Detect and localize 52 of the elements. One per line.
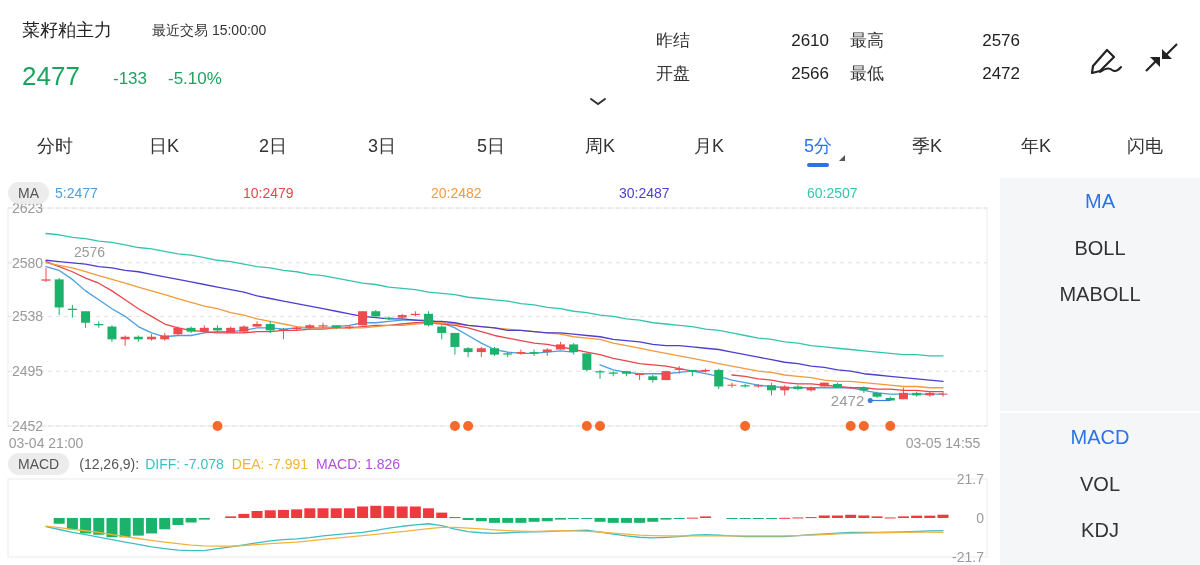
- tab-label: 年K: [1021, 136, 1051, 156]
- tick-label: 21.7: [956, 471, 984, 487]
- menu-label: MACD: [1070, 426, 1130, 448]
- annotation: 2472: [982, 63, 1020, 83]
- tab-label: 月K: [694, 136, 724, 156]
- tick-label: -21.7: [952, 549, 984, 565]
- tick-label: 0: [976, 510, 984, 526]
- legend-label: 60:2507: [807, 185, 858, 201]
- legend-title: MA: [18, 185, 39, 201]
- tab-label: 日K: [149, 136, 179, 156]
- annotation: 2576: [74, 243, 106, 260]
- tick-label: 2538: [12, 308, 44, 325]
- tab-label: 闪电: [1127, 136, 1163, 156]
- annotation: 2610: [791, 30, 829, 50]
- menu-label: KDJ: [1081, 519, 1119, 542]
- tick-label: 2495: [12, 363, 44, 380]
- annotation: 最高: [850, 30, 884, 50]
- tick-label: 03-05 14:55: [905, 435, 981, 451]
- annotation: -133: [113, 68, 148, 88]
- tick-label: 2452: [12, 418, 44, 434]
- tab-label: 周K: [585, 136, 615, 156]
- legend-label: DIFF: -7.078: [145, 456, 224, 472]
- tab-label: 5日: [477, 136, 505, 156]
- annotation: 昨结: [656, 30, 690, 50]
- annotation: 2477: [22, 61, 80, 91]
- annotation: -5.10%: [168, 68, 222, 88]
- subtitle: (12,26,9):: [79, 456, 140, 472]
- legend-title: MACD: [18, 456, 60, 472]
- annotation: 2576: [982, 30, 1020, 50]
- legend-label: 5:2477: [55, 185, 98, 201]
- legend-label: MACD: 1.826: [316, 456, 401, 472]
- tab-label: 2日: [259, 136, 287, 156]
- tab-label: 5分: [804, 136, 832, 156]
- annotation: 最近交易 15:00:00: [152, 22, 267, 38]
- legend-label: 30:2487: [619, 185, 670, 201]
- annotation: 最低: [850, 63, 884, 83]
- annotation: 2566: [791, 63, 829, 83]
- legend-label: DEA: -7.991: [231, 456, 309, 472]
- tab-label: 分时: [37, 136, 73, 156]
- legend-label: 10:2479: [243, 185, 294, 201]
- menu-label: VOL: [1080, 472, 1120, 495]
- menu-label: MABOLL: [1059, 283, 1141, 306]
- annotation: 开盘: [656, 63, 690, 83]
- tick-label: 03-04 21:00: [8, 435, 84, 451]
- menu-label: BOLL: [1074, 236, 1126, 259]
- tab-label: 3日: [368, 136, 396, 156]
- tick-label: 2580: [12, 254, 44, 271]
- menu-label: MA: [1085, 190, 1115, 212]
- legend-label: 20:2482: [431, 185, 482, 201]
- title: 菜籽粕主力: [22, 20, 112, 40]
- annotation: 2472: [830, 392, 865, 409]
- tab-label: 季K: [912, 136, 942, 156]
